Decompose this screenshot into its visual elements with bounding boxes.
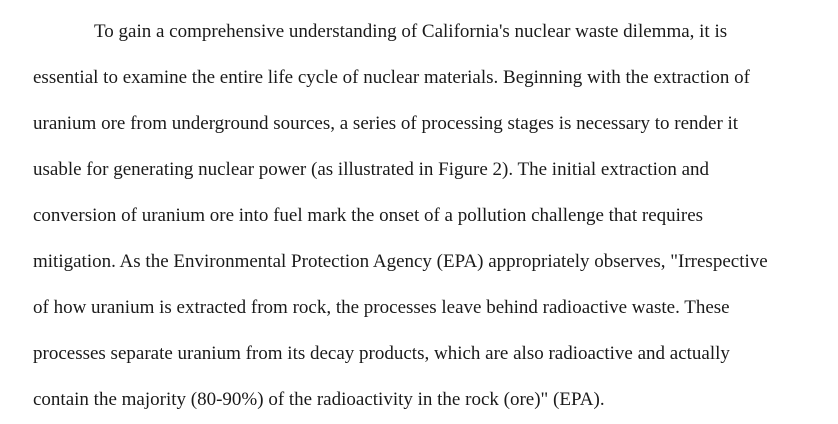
- paragraph-line: conversion of uranium ore into fuel mark…: [33, 205, 704, 226]
- paragraph-line: processes separate uranium from its deca…: [33, 343, 730, 364]
- paragraph-line: contain the majority (80-90%) of the rad…: [33, 389, 605, 410]
- paragraph-line: mitigation. As the Environmental Protect…: [33, 251, 768, 272]
- paragraph-line: usable for generating nuclear power (as …: [33, 159, 710, 180]
- paragraph-line: To gain a comprehensive understanding of…: [94, 21, 728, 42]
- paragraph-line: essential to examine the entire life cyc…: [33, 67, 750, 88]
- paragraph-line: uranium ore from underground sources, a …: [33, 113, 739, 134]
- paragraph-line: of how uranium is extracted from rock, t…: [33, 297, 730, 318]
